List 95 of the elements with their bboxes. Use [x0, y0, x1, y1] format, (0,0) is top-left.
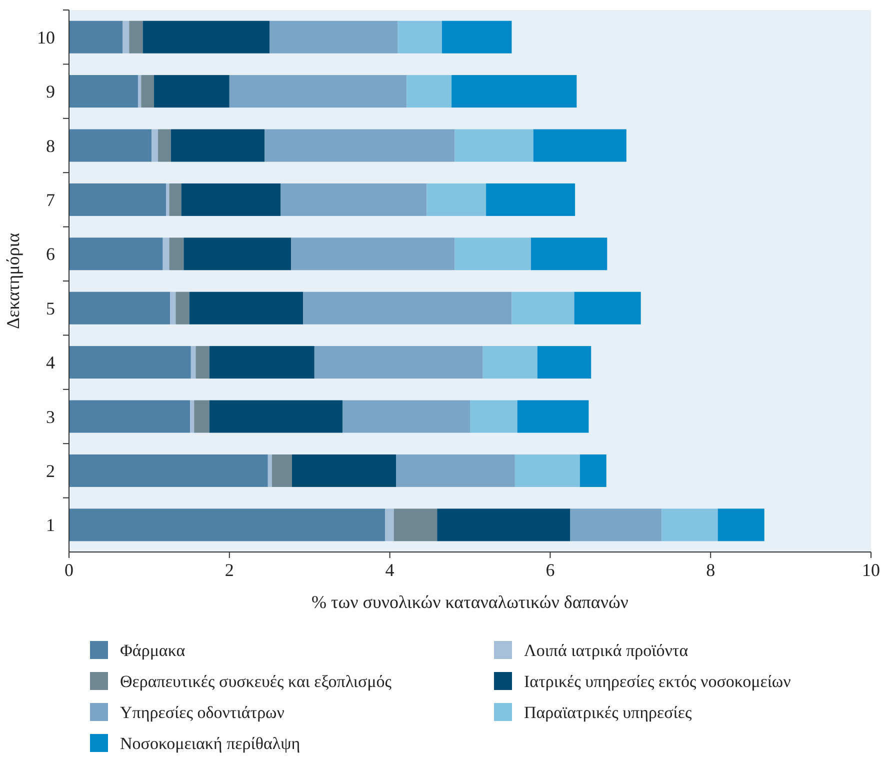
x-tick-label: 8	[706, 560, 716, 580]
legend-label: Φάρμακα	[120, 640, 186, 660]
x-axis-title: % των συνολικών καταναλωτικών δαπανών	[312, 592, 628, 612]
bar	[190, 400, 194, 433]
bar	[170, 129, 265, 162]
bar	[69, 183, 166, 216]
bar	[129, 20, 143, 54]
bar	[184, 238, 292, 270]
bar	[662, 508, 718, 542]
bar	[158, 129, 171, 162]
bar	[512, 292, 574, 324]
legend-label: Υπηρεσίες οδοντιάτρων	[120, 702, 285, 722]
bar	[398, 20, 442, 54]
x-tick-label: 6	[546, 560, 555, 580]
bar	[264, 129, 455, 162]
bar	[426, 183, 486, 216]
bar	[406, 75, 452, 108]
bar	[122, 20, 130, 54]
bar	[270, 20, 398, 54]
bar	[170, 292, 176, 324]
bar	[69, 400, 190, 433]
bar	[533, 129, 626, 162]
bar	[537, 346, 592, 379]
bar	[138, 75, 142, 108]
bar	[142, 20, 270, 54]
bar	[189, 292, 304, 324]
bar	[530, 238, 608, 270]
bar	[154, 75, 230, 108]
bar	[580, 454, 606, 487]
bar	[442, 20, 512, 54]
x-tick-label: 4	[385, 560, 394, 580]
legend-label: Νοσοκομειακή περίθαλψη	[120, 734, 300, 753]
bar	[452, 75, 577, 108]
bar	[162, 238, 170, 270]
bar	[574, 292, 641, 324]
bar	[69, 454, 268, 487]
legend-label: Θεραπευτικές συσκευές και εξοπλισμός	[120, 672, 392, 691]
bar	[209, 400, 342, 433]
bar	[194, 400, 210, 433]
legend-label: Ιατρικές υπηρεσίες εκτός νοσοκομείων	[524, 672, 792, 691]
legend-label: Παραϊατρικές υπηρεσίες	[524, 702, 692, 722]
x-tick-label: 2	[224, 560, 234, 580]
bar	[314, 346, 483, 379]
bar	[169, 238, 184, 270]
y-tick-label: 7	[46, 190, 55, 210]
bar	[396, 454, 515, 487]
x-tick-label: 0	[64, 560, 74, 580]
bar	[196, 346, 210, 379]
bar	[291, 238, 455, 270]
bar	[69, 129, 152, 162]
bar	[181, 183, 281, 216]
bar	[229, 75, 407, 108]
y-tick-label: 4	[46, 352, 55, 373]
y-tick-label: 1	[46, 515, 55, 536]
x-tick-label: 10	[862, 560, 880, 580]
bar	[152, 129, 158, 162]
bar	[570, 508, 662, 542]
bar	[69, 346, 191, 379]
bar	[69, 20, 123, 54]
y-tick-label: 2	[46, 461, 55, 481]
bar	[69, 75, 138, 108]
y-tick-label: 5	[46, 298, 55, 318]
y-tick-label: 10	[37, 27, 55, 48]
bar	[718, 508, 764, 542]
bar	[482, 346, 538, 379]
bar	[437, 508, 570, 542]
legend-label: Λοιπά ιατρικά προϊόντα	[524, 640, 688, 660]
bar	[303, 292, 512, 324]
y-tick-label: 3	[46, 406, 55, 427]
y-tick-label: 9	[46, 82, 55, 102]
bar	[169, 183, 182, 216]
bar	[280, 183, 427, 216]
bar	[454, 129, 534, 162]
y-axis-title: Δεκατημόρια	[3, 232, 23, 330]
bar	[517, 400, 589, 433]
y-tick-label: 6	[46, 244, 55, 264]
bar	[166, 183, 170, 216]
bar	[69, 292, 170, 324]
bar	[176, 292, 190, 324]
bar	[384, 508, 394, 542]
bar	[141, 75, 154, 108]
bar	[272, 454, 292, 487]
bar	[69, 238, 163, 270]
bar	[394, 508, 438, 542]
bar	[209, 346, 314, 379]
bar	[190, 346, 196, 379]
bar	[69, 508, 385, 542]
bar	[470, 400, 518, 433]
bar	[486, 183, 576, 216]
bar	[514, 454, 580, 487]
bar	[292, 454, 396, 487]
bar	[454, 238, 531, 270]
bar	[268, 454, 272, 487]
bar	[342, 400, 470, 433]
y-tick-label: 8	[46, 136, 55, 156]
